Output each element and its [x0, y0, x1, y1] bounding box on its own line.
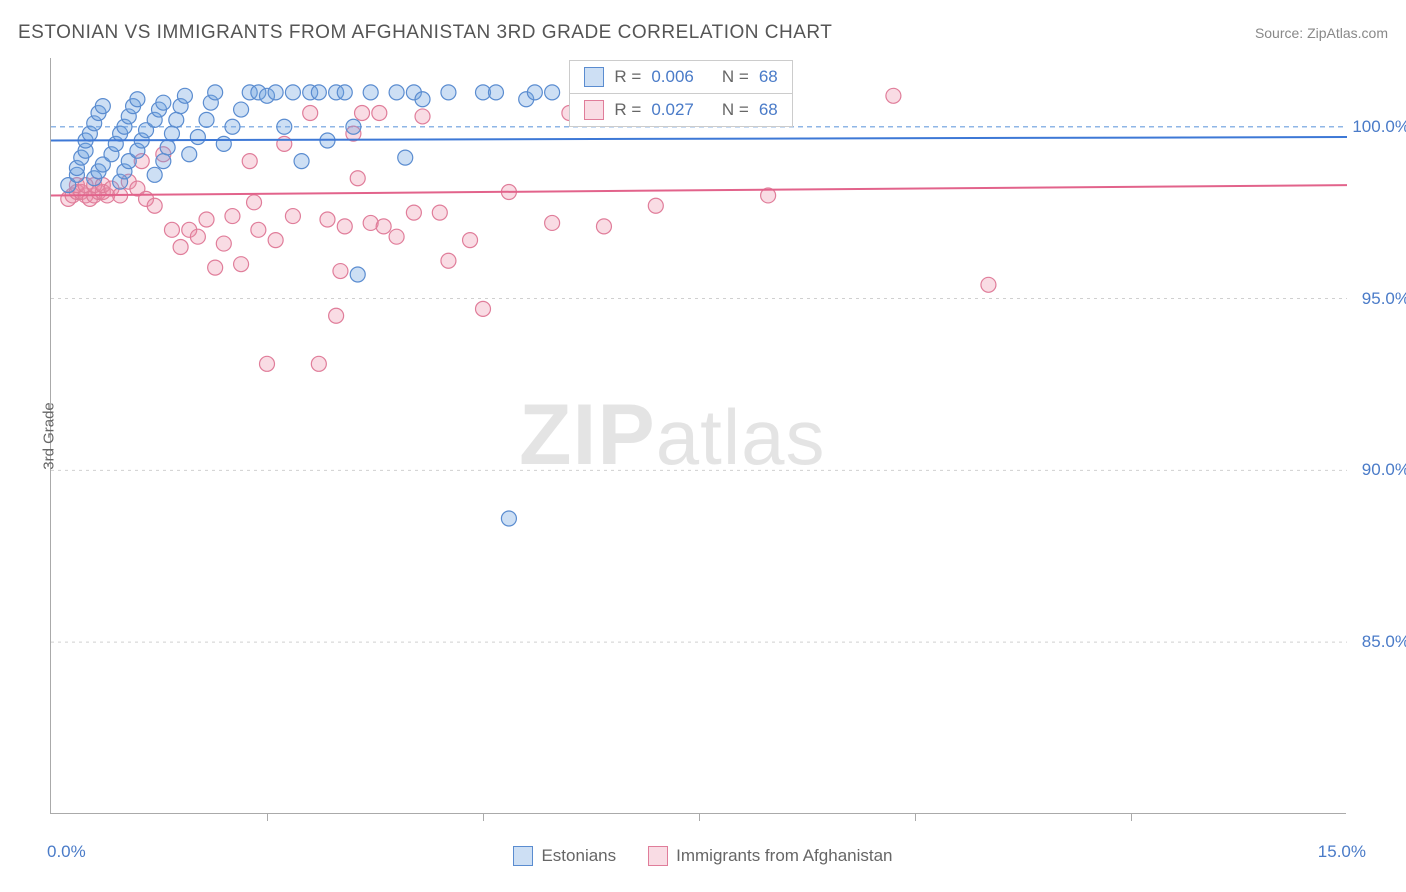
- x-minor-tick: [1131, 813, 1132, 821]
- swatch-blue: [513, 846, 533, 866]
- y-tick-label: 95.0%: [1362, 289, 1406, 309]
- chart-svg: [51, 58, 1347, 814]
- x-minor-tick: [267, 813, 268, 821]
- chart-title: ESTONIAN VS IMMIGRANTS FROM AFGHANISTAN …: [18, 22, 832, 44]
- correlation-legend: R = 0.006 N = 68 R = 0.027 N = 68: [569, 60, 792, 127]
- swatch-pink: [648, 846, 668, 866]
- swatch-blue: [584, 67, 604, 87]
- r-label: R =: [614, 67, 641, 87]
- source-attribution: Source: ZipAtlas.com: [1255, 25, 1388, 41]
- y-tick-label: 90.0%: [1362, 460, 1406, 480]
- legend-item-pink: Immigrants from Afghanistan: [648, 846, 892, 866]
- series-legend: Estonians Immigrants from Afghanistan: [0, 846, 1406, 866]
- legend-row-pink: R = 0.027 N = 68: [570, 93, 791, 126]
- x-minor-tick: [699, 813, 700, 821]
- legend-item-blue: Estonians: [513, 846, 616, 866]
- r-label: R =: [614, 100, 641, 120]
- n-value-blue: 68: [759, 67, 778, 87]
- y-tick-label: 100.0%: [1352, 117, 1406, 137]
- chart-plot-area: 3rd Grade 85.0%90.0%95.0%100.0% 0.0%15.0…: [50, 58, 1346, 814]
- r-value-blue: 0.006: [651, 67, 694, 87]
- n-label: N =: [722, 100, 749, 120]
- swatch-pink: [584, 100, 604, 120]
- n-label: N =: [722, 67, 749, 87]
- x-minor-tick: [483, 813, 484, 821]
- legend-label-blue: Estonians: [541, 846, 616, 866]
- x-minor-tick: [915, 813, 916, 821]
- legend-row-blue: R = 0.006 N = 68: [570, 61, 791, 93]
- n-value-pink: 68: [759, 100, 778, 120]
- y-tick-label: 85.0%: [1362, 632, 1406, 652]
- r-value-pink: 0.027: [651, 100, 694, 120]
- legend-label-pink: Immigrants from Afghanistan: [676, 846, 892, 866]
